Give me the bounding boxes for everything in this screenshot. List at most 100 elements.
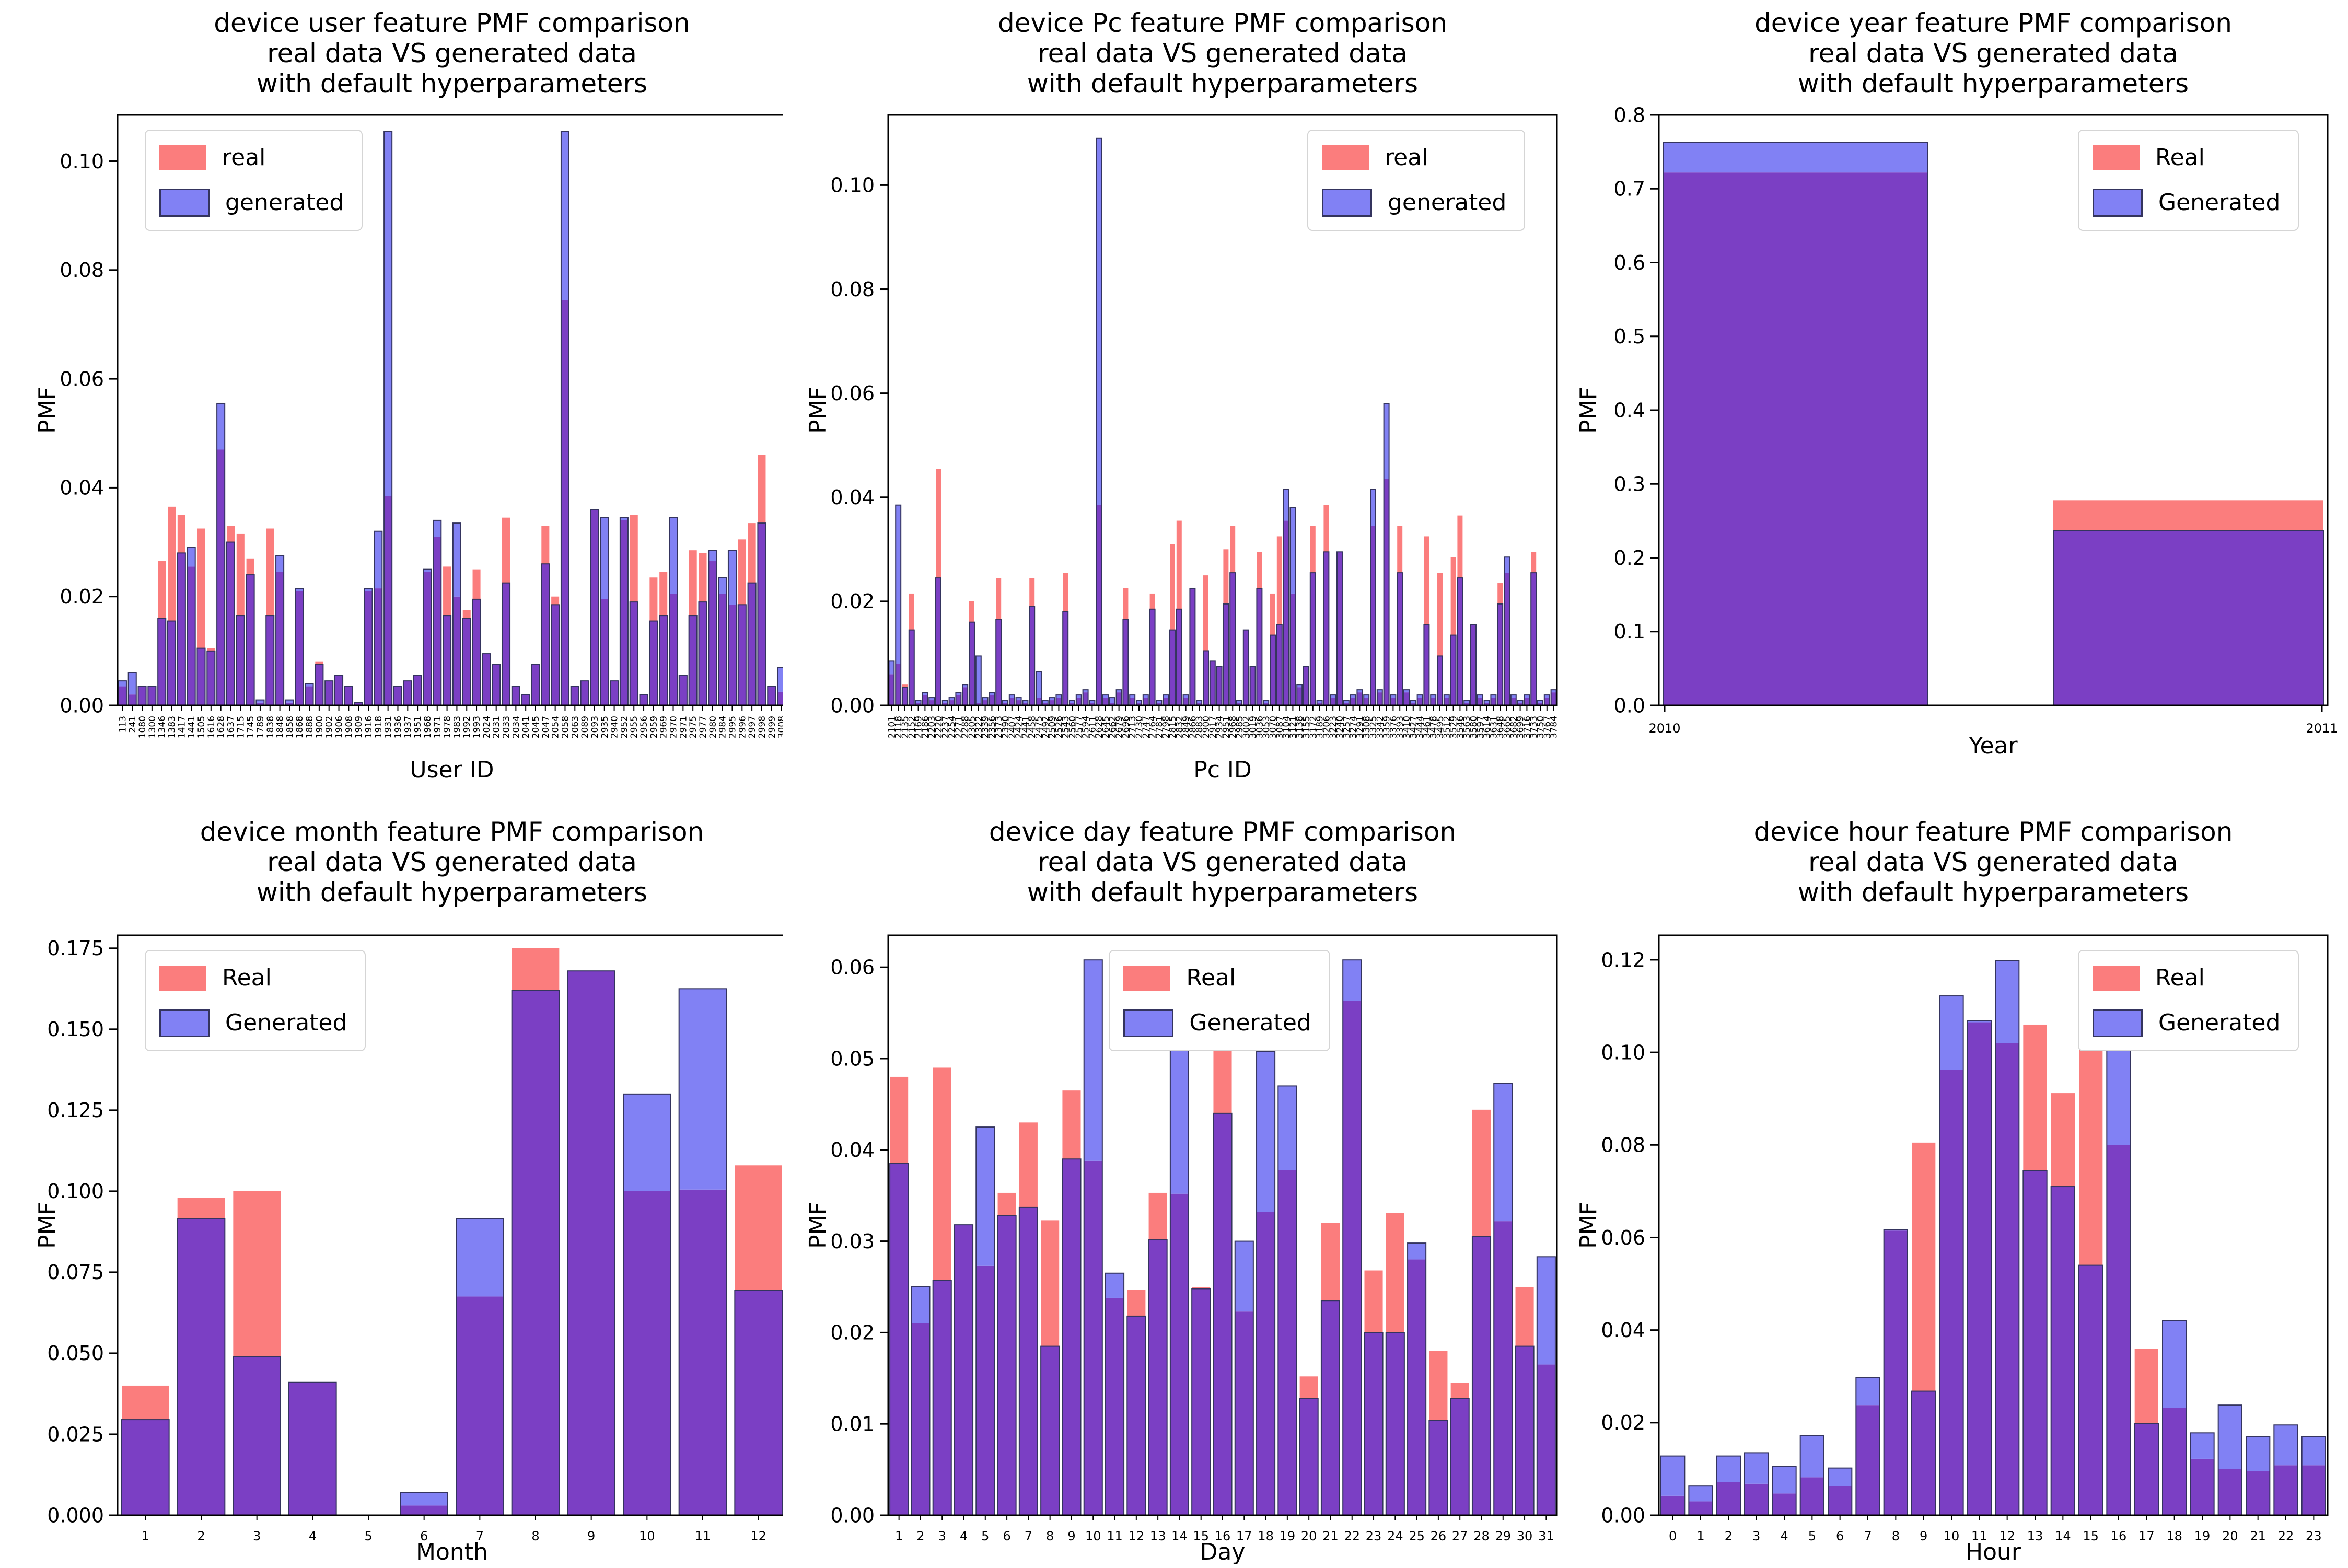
- bar-overlap: [1995, 1043, 2019, 1515]
- x-tick-label: 2679: [1114, 716, 1125, 738]
- x-tick-label: 3019: [1248, 716, 1259, 738]
- bar-overlap: [728, 605, 736, 705]
- bar-overlap: [1283, 520, 1289, 705]
- bar-generated: [1661, 1456, 1685, 1496]
- bar-overlap: [413, 675, 422, 705]
- x-tick-label: 3410: [1402, 716, 1412, 738]
- bar-real: [890, 1076, 909, 1164]
- bar-generated: [364, 588, 373, 591]
- bar-overlap: [1464, 703, 1470, 705]
- subplot-device-pc: device Pc feature PMF comparison real da…: [783, 0, 1565, 784]
- x-tick-label: 1838: [265, 716, 276, 738]
- x-ticks: 2101211821352152216921862203222022372254…: [887, 705, 1560, 738]
- bar-generated: [1544, 695, 1550, 698]
- bar-overlap: [502, 583, 510, 705]
- bar-generated: [1404, 690, 1409, 693]
- bar-overlap: [1450, 1398, 1469, 1515]
- x-tick-label: 1745: [246, 716, 256, 738]
- legend: real generated: [1307, 130, 1526, 231]
- x-tick-label: 1971: [433, 716, 443, 738]
- y-tick-label: 0.1: [1614, 620, 1645, 643]
- x-ticks: 1 2 3 4 5 6 7 8 9 10 11 12 13 14 15 16 17 18 19 20 21 22 23 24 2…: [895, 1515, 1554, 1543]
- x-tick-label: 3478: [1428, 716, 1439, 738]
- bar-generated: [708, 550, 717, 562]
- bar-real: [758, 455, 766, 524]
- x-tick-label: 2956: [639, 716, 649, 738]
- bar-overlap: [1009, 698, 1015, 705]
- legend-label-real: Real: [2155, 144, 2205, 171]
- x-tick-label: 2997: [747, 716, 758, 738]
- bar-overlap: [689, 615, 697, 705]
- bar-overlap: [1210, 661, 1215, 705]
- x-tick-label: 113: [118, 716, 128, 733]
- bar-overlap: [1216, 666, 1222, 705]
- y-tick-label: 0.04: [60, 477, 104, 500]
- x-tick-label: 3665: [1502, 716, 1513, 738]
- x-tick-label: 3716: [1522, 716, 1532, 738]
- bar-overlap: [1130, 698, 1135, 705]
- bar-overlap: [1156, 703, 1162, 705]
- x-tick-label: 3223: [1328, 716, 1339, 738]
- bar-real: [246, 558, 254, 575]
- x-tick-label: 1888: [305, 716, 315, 738]
- y-tick-label: 0.075: [47, 1261, 104, 1284]
- bar-real: [443, 566, 451, 616]
- legend-label-generated: generated: [225, 189, 344, 216]
- bar-generated: [561, 131, 569, 300]
- x-tick-label: 2980: [708, 716, 718, 738]
- x-tick-label: 6: [1836, 1529, 1844, 1543]
- x-tick-label: 9: [1920, 1529, 1927, 1543]
- bar-generated: [1136, 700, 1142, 703]
- x-tick-label: 1900: [315, 716, 325, 738]
- bar-generated: [1070, 700, 1075, 703]
- bar-overlap: [1084, 1160, 1102, 1515]
- bar-real: [1450, 1383, 1469, 1399]
- x-tick-label: 2305: [967, 716, 978, 738]
- bar-generated: [1800, 1435, 1824, 1478]
- x-tick-label: 2186: [920, 716, 931, 738]
- bar-overlap: [1019, 1207, 1038, 1515]
- bar-overlap: [289, 1382, 336, 1515]
- subplot-device-year: device year feature PMF comparison real …: [1565, 0, 2348, 784]
- x-tick-label: 24: [1387, 1529, 1403, 1543]
- bar-overlap: [1183, 698, 1189, 705]
- x-tick-label: 31: [1538, 1529, 1554, 1543]
- bar-real: [177, 515, 185, 553]
- x-tick-label: 2959: [649, 716, 659, 738]
- y-ticks: 0.00 0.01 0.02 0.03 0.04 0.05 0.06: [830, 956, 888, 1527]
- chart-title: device Pc feature PMF comparison real da…: [998, 8, 1447, 99]
- bar-overlap: [1042, 703, 1048, 705]
- bar-generated: [962, 684, 968, 688]
- bar-overlap: [1404, 692, 1409, 705]
- bar-overlap: [1531, 573, 1537, 705]
- x-tick-label: 2975: [688, 716, 699, 738]
- bar-generated: [1116, 690, 1122, 693]
- bar-overlap: [384, 496, 392, 705]
- bar-overlap: [1063, 611, 1068, 705]
- x-tick-label: 2135: [900, 716, 911, 738]
- bar-overlap: [1408, 1259, 1426, 1515]
- x-tick-label: 3342: [1375, 716, 1386, 738]
- x-tick-label: 2764: [1148, 716, 1158, 738]
- bar-overlap: [462, 618, 471, 705]
- x-tick-label: 26: [1431, 1529, 1447, 1543]
- x-tick-label: 2645: [1101, 716, 1111, 738]
- x-tick-label: 9: [1067, 1529, 1075, 1543]
- bar-real: [2053, 500, 2323, 531]
- bar-real: [1203, 575, 1208, 651]
- bar-generated: [942, 700, 948, 703]
- x-tick-label: 1936: [393, 716, 403, 738]
- bar-overlap: [1089, 703, 1095, 705]
- bar-real: [649, 577, 658, 621]
- bar-generated: [1263, 700, 1269, 703]
- bar-real: [1276, 536, 1282, 625]
- bar-generated: [1828, 1468, 1852, 1486]
- bar-overlap: [1377, 692, 1382, 705]
- x-tick-label: 3008: [777, 716, 783, 738]
- bar-overlap: [1278, 1170, 1297, 1515]
- x-tick-label: 10: [1085, 1529, 1101, 1543]
- bar-generated: [1410, 700, 1416, 703]
- x-tick-label: 1383: [167, 716, 178, 738]
- bar-overlap: [954, 1225, 973, 1515]
- bar-overlap: [1437, 656, 1443, 705]
